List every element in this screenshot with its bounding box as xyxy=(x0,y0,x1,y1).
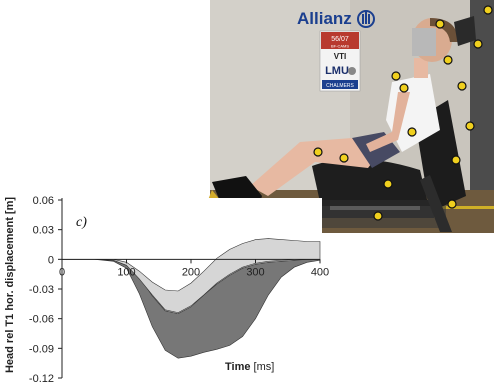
lmu-seal-icon xyxy=(348,67,356,75)
test-sign-vti: VTI xyxy=(334,52,346,61)
x-tick-label: 300 xyxy=(246,266,264,278)
target-marker-icon xyxy=(435,19,445,29)
test-sign-header xyxy=(321,32,359,49)
x-axis-label: Time [ms] xyxy=(225,361,274,373)
allianz-mark-bar-mid xyxy=(365,12,367,24)
allianz-logo: Allianz xyxy=(297,9,375,28)
test-sign-code: 56/07 xyxy=(331,36,349,43)
test-sign-sub: BF-CAMS xyxy=(331,44,349,49)
vehicle-seat xyxy=(296,100,466,232)
target-marker-icon xyxy=(447,199,457,209)
target-marker-icon xyxy=(443,55,453,65)
head-instrumentation xyxy=(454,16,476,46)
test-sign: 56/07 BF-CAMS VTI LMU CHALMERS xyxy=(319,30,361,92)
y-tick-label: -0.06 xyxy=(29,314,54,326)
test-sign-chalmers: CHALMERS xyxy=(326,83,354,89)
x-tick-label: 400 xyxy=(311,266,329,278)
face-blur-box xyxy=(412,28,436,56)
test-sign-lmu: LMU xyxy=(325,65,349,77)
allianz-logo-text: Allianz xyxy=(297,9,352,28)
seat-frame xyxy=(420,175,452,232)
allianz-mark-bar-right xyxy=(368,14,370,24)
target-marker-icon xyxy=(313,147,323,157)
corridor-band-2 xyxy=(62,238,321,314)
target-marker-icon xyxy=(391,71,401,81)
y-tick-label: -0.12 xyxy=(29,373,54,385)
y-tick-label: 0.06 xyxy=(33,195,54,207)
target-marker-icon xyxy=(473,39,483,49)
target-markers xyxy=(313,5,493,221)
y-tick-label: 0.03 xyxy=(33,225,54,237)
target-marker-icon xyxy=(457,81,467,91)
y-tick-label: -0.03 xyxy=(29,284,54,296)
chalmers-band xyxy=(322,80,358,89)
seat-cushion xyxy=(312,158,430,212)
x-axis-title: Time xyxy=(225,361,250,373)
target-marker-icon xyxy=(383,179,393,189)
y-axis-label: Head rel T1 hor. displacement [m] xyxy=(4,197,16,373)
y-tick-label: 0 xyxy=(48,254,54,266)
x-tick-label: 100 xyxy=(117,266,135,278)
y-tick-label: -0.09 xyxy=(29,343,54,355)
x-axis-unit: [ms] xyxy=(254,361,275,373)
target-marker-icon xyxy=(399,83,409,93)
allianz-mark-bar-left xyxy=(362,14,364,24)
x-tick-label: 200 xyxy=(182,266,200,278)
subject-neck xyxy=(414,58,428,78)
target-marker-icon xyxy=(373,211,383,221)
subject-arm xyxy=(366,92,410,152)
x-tick-label: 0 xyxy=(59,266,65,278)
target-marker-icon xyxy=(451,155,461,165)
target-marker-icon xyxy=(465,121,475,131)
target-marker-icon xyxy=(483,5,493,15)
subject-legs xyxy=(250,138,382,196)
target-marker-icon xyxy=(407,127,417,137)
chart-axes: 0.06 0.03 0 -0.03 -0.06 -0.09 -0.12 0 100 200 300 4… xyxy=(29,195,329,385)
target-marker-icon xyxy=(339,153,349,163)
sled-platform xyxy=(296,206,446,228)
allianz-logo-mark-icon xyxy=(357,10,375,28)
panel-label: c) xyxy=(76,215,87,230)
